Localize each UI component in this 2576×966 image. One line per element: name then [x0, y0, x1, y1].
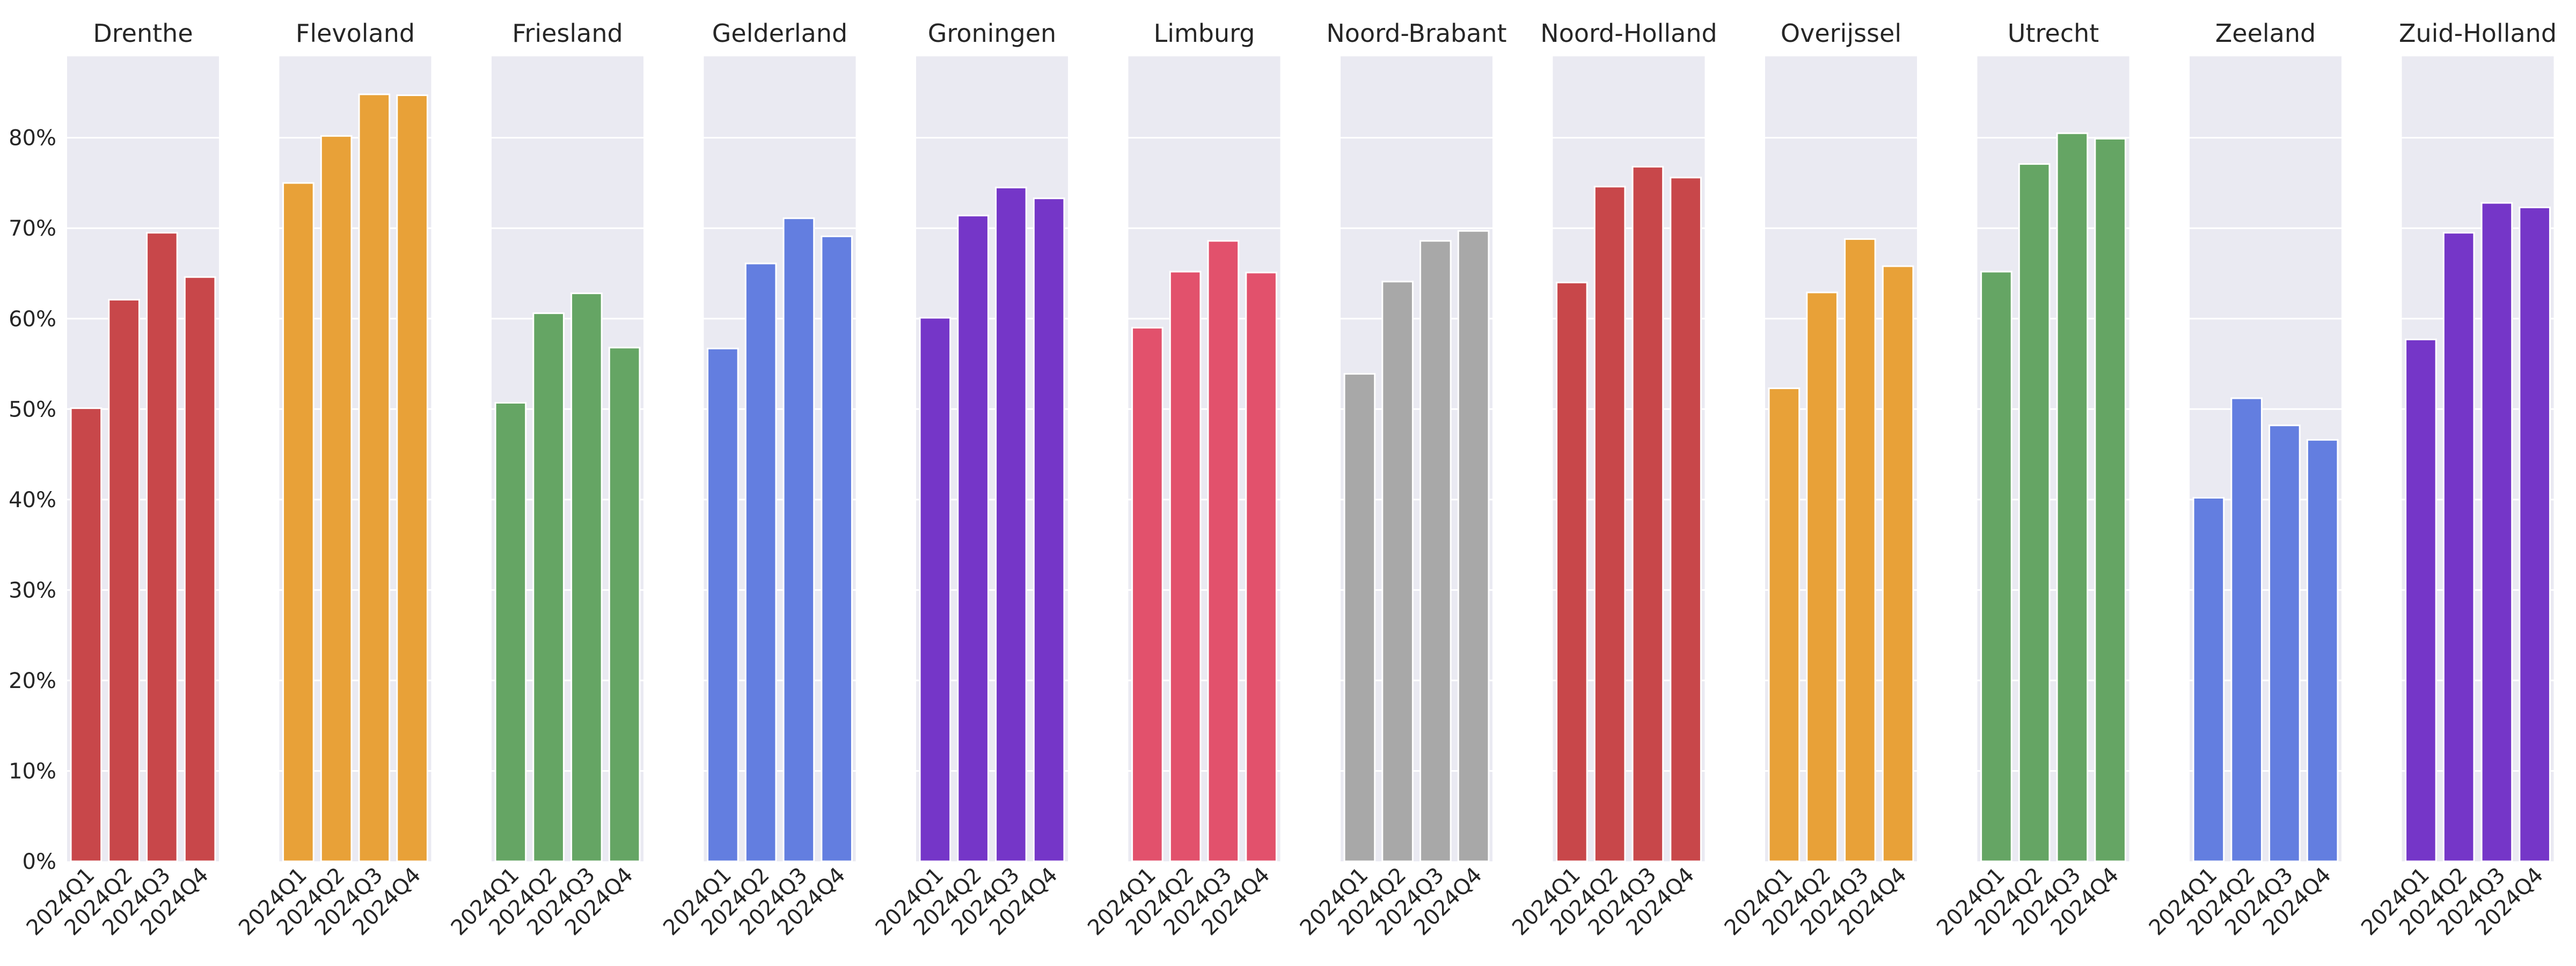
- bar: [494, 402, 527, 862]
- bar: [2192, 496, 2225, 862]
- bar: [1980, 270, 2012, 862]
- panel-title: Zuid-Holland: [2399, 19, 2557, 48]
- y-tick-label: 70%: [9, 216, 56, 241]
- bar: [2480, 202, 2513, 862]
- bar: [2094, 137, 2126, 862]
- bar: [1882, 265, 1914, 862]
- bar: [1131, 327, 1163, 862]
- panel-title: Drenthe: [93, 19, 193, 48]
- panel-title: Limburg: [1154, 19, 1255, 48]
- y-tick-label: 20%: [9, 669, 56, 693]
- bar: [1343, 373, 1376, 862]
- y-tick-label: 0%: [23, 850, 56, 874]
- bar: [1207, 240, 1240, 862]
- bar: [1806, 291, 1838, 862]
- y-tick-label: 50%: [9, 397, 56, 422]
- bar: [2442, 232, 2475, 862]
- y-tick-label: 80%: [9, 126, 56, 151]
- bar: [919, 317, 952, 862]
- bar: [108, 298, 140, 862]
- bar: [1033, 197, 1065, 862]
- panel-title: Overijssel: [1781, 19, 1901, 48]
- bar: [1419, 240, 1452, 862]
- y-tick-label: 30%: [9, 578, 56, 603]
- bar: [821, 235, 853, 862]
- bar: [532, 312, 565, 862]
- bar: [2405, 339, 2437, 862]
- panel-title: Noord-Brabant: [1326, 19, 1506, 48]
- panel-title: Zeeland: [2215, 19, 2316, 48]
- bar: [1245, 272, 1277, 862]
- bar: [2306, 439, 2339, 862]
- bar: [744, 262, 777, 862]
- bar: [2018, 163, 2051, 862]
- panel-title: Utrecht: [2008, 19, 2099, 48]
- bar: [1169, 270, 1202, 862]
- bar: [1381, 281, 1414, 862]
- panel-title: Friesland: [512, 19, 623, 48]
- panel-title: Flevoland: [296, 19, 415, 48]
- bar: [358, 93, 391, 862]
- bar: [1631, 166, 1664, 862]
- bar: [320, 135, 353, 862]
- bar: [2230, 397, 2263, 862]
- panel-title: Groningen: [928, 19, 1056, 48]
- bar: [2056, 132, 2089, 862]
- bar: [707, 347, 739, 862]
- panel-title: Gelderland: [712, 19, 847, 48]
- bar: [2268, 425, 2301, 862]
- bar: [2519, 206, 2551, 862]
- bar: [1556, 281, 1588, 862]
- bar: [184, 276, 216, 862]
- y-tick-label: 10%: [9, 759, 56, 784]
- bar: [1670, 177, 1702, 862]
- bar: [146, 232, 178, 862]
- bar: [782, 217, 815, 862]
- bar: [570, 292, 603, 862]
- bar: [1593, 186, 1626, 862]
- bar: [995, 186, 1027, 862]
- bar: [282, 182, 314, 862]
- panel-title: Noord-Holland: [1540, 19, 1717, 48]
- bar: [1457, 230, 1490, 862]
- bar: [1844, 238, 1876, 862]
- bar: [608, 347, 641, 862]
- bar: [957, 215, 989, 862]
- bar: [1768, 387, 1801, 862]
- bar: [70, 407, 103, 862]
- y-tick-label: 40%: [9, 488, 56, 513]
- y-tick-label: 60%: [9, 307, 56, 332]
- bar: [396, 94, 428, 862]
